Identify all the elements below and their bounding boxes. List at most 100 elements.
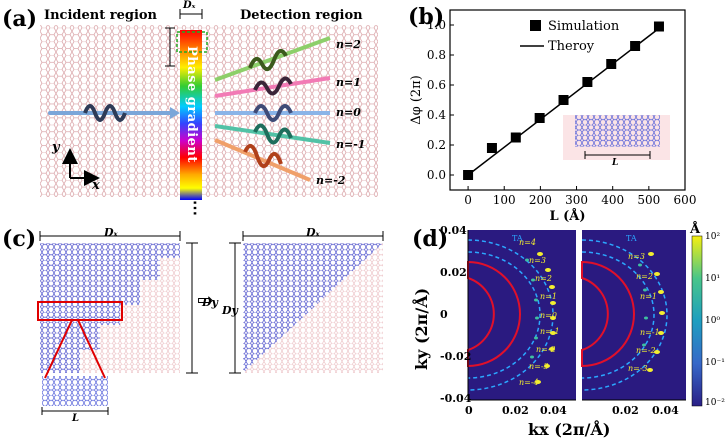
heatmap-y-tick: -0.04 [440, 392, 472, 405]
y-tick-label: 0.6 [427, 78, 446, 92]
y-tick-label: 0.2 [427, 138, 446, 152]
phase-gradient-text-wrap: Phase gradient [180, 40, 202, 190]
dy-label-c-left: Dy [202, 296, 218, 309]
cbar-tick-4: 10⁻² [705, 398, 725, 408]
inset-l-label: L [612, 158, 619, 168]
panel-b: 0 100 200 300 400 500 600 0.0 0.2 0.4 0.6 0.8 1.0 L (… [409, 9, 696, 224]
cyan-arc-right-inner [581, 251, 655, 379]
y-axis-label-a: y [52, 140, 60, 155]
order-label-n0: n=0 [336, 106, 361, 119]
cyan-arc-left-outer [467, 239, 554, 391]
heatmap-order-right: n=-1 [640, 328, 660, 337]
x-tick-label: 200 [529, 193, 552, 207]
l-label-c: L [72, 413, 80, 424]
heatmap-order-left: n=3 [529, 256, 546, 265]
lattice-c-left-blue [40, 243, 180, 373]
heatmap-order-left: n=-1 [540, 327, 560, 336]
scattered-wave-n-2 [214, 138, 311, 182]
red-contour-left [467, 260, 521, 368]
x-tick-label: 0 [464, 193, 472, 207]
simulation-point [582, 77, 593, 87]
cbar-tick-0: 10² [705, 232, 721, 242]
panel-a-label: (a) [2, 6, 38, 32]
panel-d-label: (d) [412, 226, 449, 252]
legend-simulation-label: Simulation [548, 19, 620, 34]
transform-arrow: ⇨ [197, 288, 214, 312]
scattered-wave-n0 [215, 104, 330, 122]
chart-b-plot: 0 100 200 300 400 500 600 0.0 0.2 0.4 0.6 0.8 1.0 L (… [409, 18, 696, 224]
simulation-point [653, 21, 664, 32]
heatmap-order-left: n=1 [540, 292, 557, 301]
panel-c-label: (c) [2, 226, 37, 252]
heatmap-order-left: n=-2 [536, 345, 556, 354]
cyan-arc-left-inner [467, 251, 541, 379]
x-tick-label: 600 [674, 193, 697, 207]
simulation-point [630, 41, 641, 51]
heatmap-y-tick: 0.02 [440, 266, 467, 279]
heatmap-order-left: n=4 [519, 238, 536, 247]
panel-b-label: (b) [408, 4, 445, 30]
dx-label-c-right: Dₓ [306, 226, 320, 239]
dy-label-c-right: Dy [222, 304, 238, 317]
x-tick-label: 500 [637, 193, 660, 207]
dx-label-a: Dₓ [183, 0, 196, 11]
x-axis-label-a: x [92, 178, 100, 193]
heatmap-order-left: n=2 [535, 274, 552, 283]
heatmap-x-tick-right: 0.04 [652, 404, 679, 417]
order-label-n-1: n=-1 [336, 138, 366, 151]
heatmap-xlabel: kx (2π/Å) [528, 420, 611, 439]
heatmap-order-right: n=-2 [636, 346, 656, 355]
heatmap-order-right: n=-3 [628, 364, 648, 373]
scattered-wave-n2 [214, 36, 331, 82]
incident-region-title: Incident region [44, 8, 158, 23]
order-label-n1: n=1 [336, 76, 361, 89]
chart-b-xlabel: L (Å) [549, 208, 585, 224]
panel-c [37, 231, 384, 415]
phase-gradient-strip [180, 30, 202, 200]
diffraction-spots [525, 252, 665, 384]
y-tick-label: 0.4 [427, 108, 446, 122]
heatmap-order-left: n=-3 [529, 362, 549, 371]
heatmap-left [468, 230, 576, 400]
ta-label-right: TA [626, 234, 637, 243]
y-tick-label: 0.8 [427, 48, 446, 62]
y-tick-label: 1.0 [427, 18, 446, 32]
heatmap-order-left: n=-4 [519, 378, 539, 387]
heatmap-x-tick-left: 0 [465, 404, 473, 417]
phase-gradient-text: Phase gradient [184, 46, 199, 163]
x-tick-label: 100 [493, 193, 516, 207]
cyan-arc-right-outer [581, 239, 668, 391]
x-tick-label: 400 [601, 193, 624, 207]
heatmap-y-tick: 0.04 [440, 224, 467, 237]
detection-region-title: Detection region [240, 8, 363, 23]
order-label-n-2: n=-2 [316, 174, 346, 187]
incident-wave [48, 104, 180, 122]
heatmap-order-right: n=2 [636, 272, 653, 281]
heatmap-order-left: n=0 [540, 311, 557, 320]
heatmap-y-tick: 0 [440, 308, 448, 321]
cbar-tick-3: 10⁻¹ [705, 358, 725, 368]
simulation-point [486, 143, 497, 153]
heatmap-x-tick-left: 0.04 [540, 404, 567, 417]
panel-d [467, 230, 703, 407]
heatmap-x-tick-right: 0.02 [612, 404, 639, 417]
ellipsis-a: ⋯ [186, 200, 205, 216]
heatmap-ylabel: ky (2π/Å) [412, 287, 431, 370]
heatmap-order-right: n=1 [640, 292, 657, 301]
unit-cell-box [176, 31, 208, 53]
inset-blue-lattice [575, 115, 660, 147]
cbar-tick-1: 10¹ [705, 274, 721, 284]
heatmap-x-tick-left: 0.02 [502, 404, 529, 417]
simulation-point [558, 95, 569, 105]
ta-label-left: TA [512, 234, 523, 243]
scattered-wave-n-1 [214, 123, 331, 145]
colorbar-unit: Å [690, 222, 701, 237]
cbar-tick-2: 10⁰ [705, 316, 721, 326]
chart-b-frame [449, 9, 686, 191]
chart-b-ylabel: Δφ (2π) [409, 75, 424, 125]
order-label-n2: n=2 [336, 38, 361, 51]
legend-simulation-marker [530, 20, 541, 31]
highlight-box [37, 301, 123, 321]
lattice-c-zoom [42, 376, 108, 406]
